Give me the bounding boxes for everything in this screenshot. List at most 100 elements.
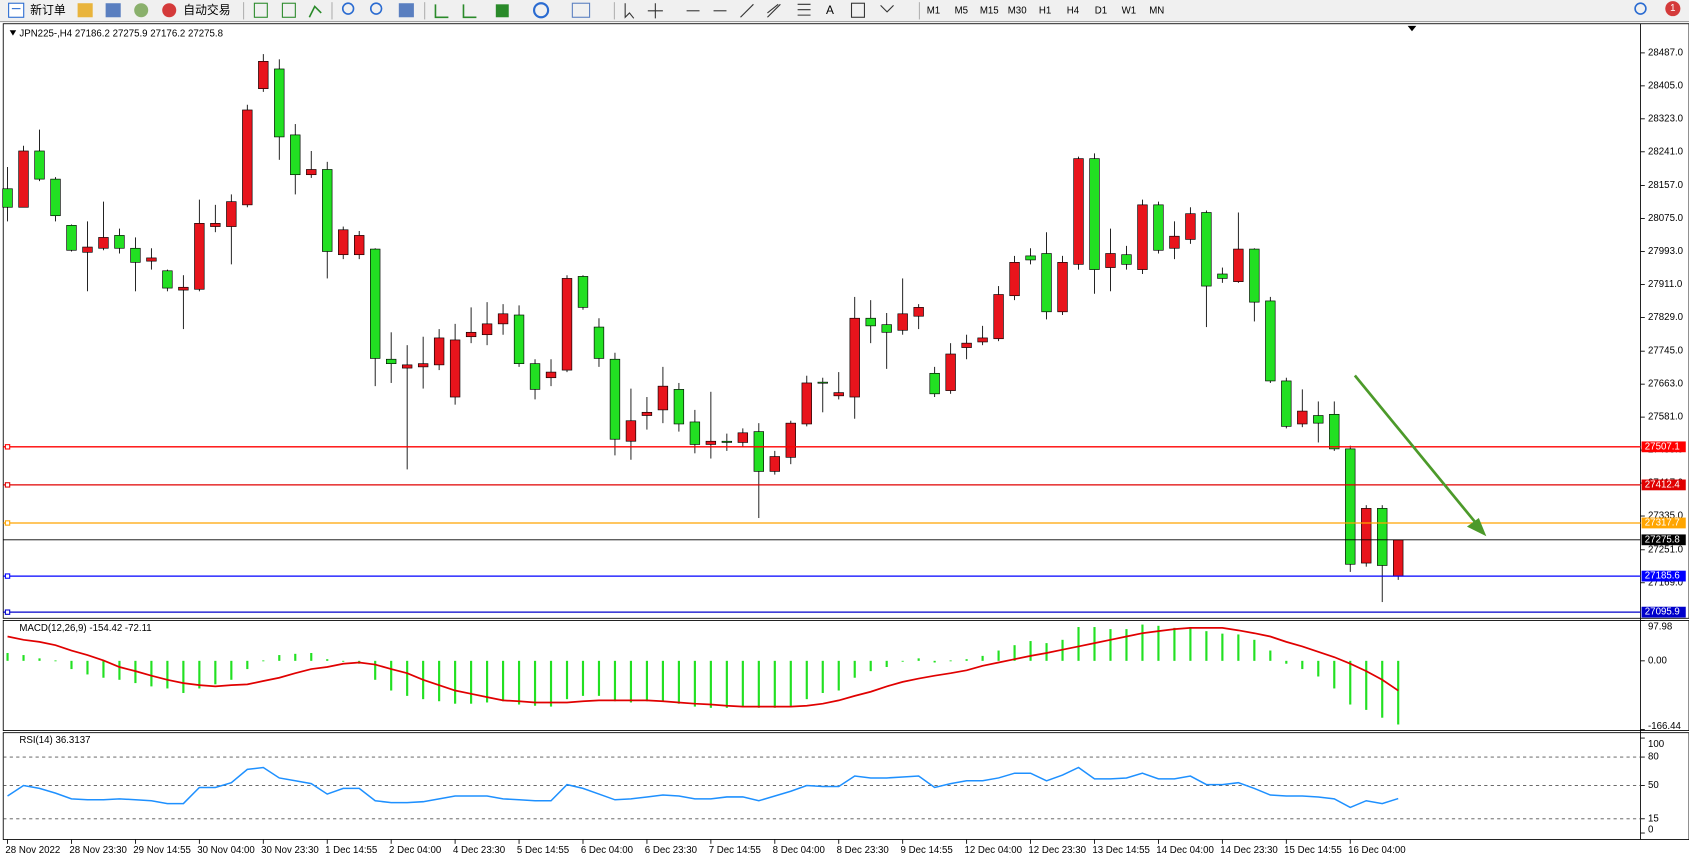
indicator-header: RSI(14) 36.3137 bbox=[19, 735, 90, 746]
macd-histogram-bar bbox=[1029, 641, 1032, 661]
y-tick-label: -166.44 bbox=[1648, 721, 1681, 732]
icon-button[interactable] bbox=[281, 2, 296, 18]
macd-histogram-bar bbox=[661, 660, 664, 702]
macd-histogram-bar bbox=[709, 660, 712, 708]
macd-histogram-bar bbox=[1365, 660, 1368, 710]
macd-histogram-bar bbox=[597, 660, 601, 696]
timeframe-button[interactable]: W1 bbox=[1122, 5, 1137, 16]
candle-body bbox=[1361, 508, 1372, 564]
macd-histogram-bar bbox=[629, 660, 633, 703]
time-label: 30 Nov 23:30 bbox=[261, 845, 319, 856]
tile-button[interactable] bbox=[398, 3, 414, 18]
candle-body bbox=[609, 358, 621, 440]
new-order-button[interactable]: 新订单 bbox=[8, 2, 66, 18]
macd-histogram-bar bbox=[1269, 650, 1272, 661]
timeframe-button[interactable]: M1 bbox=[927, 5, 940, 16]
macd-histogram-bar bbox=[885, 660, 888, 668]
label-button[interactable] bbox=[850, 2, 865, 18]
icon-button[interactable] bbox=[77, 3, 93, 18]
y-tick-label: 100 bbox=[1648, 739, 1665, 750]
icon-button[interactable] bbox=[105, 3, 121, 18]
time-label: 14 Dec 04:00 bbox=[1156, 845, 1214, 856]
macd-histogram-bar bbox=[1301, 660, 1304, 670]
zoom-out-button[interactable] bbox=[369, 2, 383, 15]
rsi-line bbox=[7, 766, 1399, 809]
candle-body bbox=[1089, 158, 1100, 270]
channel-button[interactable] bbox=[767, 3, 781, 18]
time-label: 5 Dec 14:55 bbox=[517, 845, 569, 856]
time-label: 13 Dec 14:55 bbox=[1092, 845, 1150, 856]
zoom-in-button[interactable] bbox=[341, 2, 355, 15]
macd-histogram-bar bbox=[70, 660, 73, 670]
macd-histogram-bar bbox=[1333, 660, 1336, 689]
arrow-head bbox=[1466, 517, 1487, 537]
candle-body bbox=[977, 337, 988, 343]
timeframe-button[interactable]: H4 bbox=[1067, 5, 1080, 16]
icon-button[interactable] bbox=[134, 3, 149, 18]
macd-histogram-bar bbox=[1349, 660, 1352, 705]
time-label: 6 Dec 23:30 bbox=[645, 845, 698, 856]
candle-body bbox=[322, 169, 333, 252]
icon-button[interactable] bbox=[308, 5, 322, 18]
macd-histogram-bar bbox=[1317, 660, 1320, 677]
macd-histogram-bar bbox=[166, 660, 169, 689]
search-button[interactable] bbox=[1634, 2, 1647, 15]
candle-body bbox=[897, 313, 908, 331]
candle-body bbox=[1153, 204, 1164, 251]
macd-histogram-bar bbox=[581, 660, 585, 696]
macd-histogram-bar bbox=[38, 658, 41, 661]
candle-body bbox=[18, 150, 29, 208]
time-label: 4 Dec 23:30 bbox=[453, 845, 506, 856]
templates-button[interactable] bbox=[571, 2, 591, 18]
button-label: 自动交易 bbox=[183, 3, 230, 17]
candle-body bbox=[1185, 213, 1196, 240]
macd-histogram-bar bbox=[6, 653, 9, 661]
timeframe-button[interactable]: M30 bbox=[1008, 5, 1027, 16]
timeframe-button[interactable]: MN bbox=[1149, 5, 1164, 16]
time-label: 28 Nov 2022 bbox=[5, 845, 60, 856]
timeframe-button[interactable]: M15 bbox=[980, 5, 999, 16]
trendline-button[interactable] bbox=[740, 3, 754, 18]
icon-button[interactable] bbox=[434, 4, 449, 19]
y-tick-label: 97.98 bbox=[1648, 621, 1672, 632]
fibo-button[interactable] bbox=[797, 3, 811, 16]
icon-button[interactable] bbox=[253, 2, 268, 18]
macd-histogram-bar bbox=[1045, 643, 1048, 661]
text-tool-button[interactable]: A bbox=[826, 3, 834, 17]
arrows-button[interactable] bbox=[880, 5, 894, 13]
periods-button[interactable] bbox=[532, 2, 550, 19]
timeframe-button[interactable]: H1 bbox=[1039, 5, 1051, 16]
macd-histogram-bar bbox=[1173, 627, 1176, 661]
crosshair-button[interactable] bbox=[647, 3, 663, 19]
timeframe-button[interactable]: D1 bbox=[1095, 5, 1107, 16]
candle-body bbox=[945, 353, 956, 391]
auto-trading-button[interactable]: 自动交易 bbox=[162, 3, 231, 18]
candle-body bbox=[865, 317, 876, 327]
candle-body bbox=[50, 178, 61, 217]
icon-button[interactable] bbox=[462, 4, 477, 19]
time-label: 6 Dec 04:00 bbox=[581, 845, 634, 856]
candle-body bbox=[673, 389, 685, 425]
y-tick-label: 27251.0 bbox=[1648, 544, 1684, 555]
timeframe-button[interactable]: M5 bbox=[955, 5, 968, 16]
y-tick-label: 0 bbox=[1648, 824, 1654, 835]
macd-histogram-bar bbox=[645, 660, 649, 702]
macd-histogram-bar bbox=[725, 660, 728, 708]
y-tick-label: 80 bbox=[1648, 752, 1659, 763]
alert-badge[interactable] bbox=[1665, 1, 1681, 17]
indicators-button[interactable] bbox=[495, 4, 509, 18]
candle-body bbox=[258, 61, 269, 89]
candle-body bbox=[162, 270, 173, 289]
macd-histogram-bar bbox=[246, 660, 249, 670]
header-part: -154.42 bbox=[89, 623, 122, 634]
time-label: 12 Dec 04:00 bbox=[964, 845, 1022, 856]
candle-body bbox=[705, 440, 717, 445]
time-label: 15 Dec 14:55 bbox=[1284, 845, 1342, 856]
candle-body bbox=[274, 68, 285, 138]
macd-histogram-bar bbox=[1077, 627, 1080, 661]
macd-histogram-bar bbox=[853, 660, 856, 678]
macd-histogram-bar bbox=[789, 660, 792, 707]
cursor-button[interactable] bbox=[624, 3, 635, 19]
header-part: 27275.8 bbox=[188, 28, 223, 39]
macd-histogram-bar bbox=[549, 660, 553, 707]
